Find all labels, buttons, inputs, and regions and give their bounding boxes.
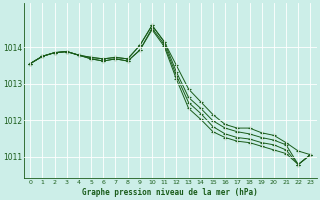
X-axis label: Graphe pression niveau de la mer (hPa): Graphe pression niveau de la mer (hPa) [83, 188, 258, 197]
